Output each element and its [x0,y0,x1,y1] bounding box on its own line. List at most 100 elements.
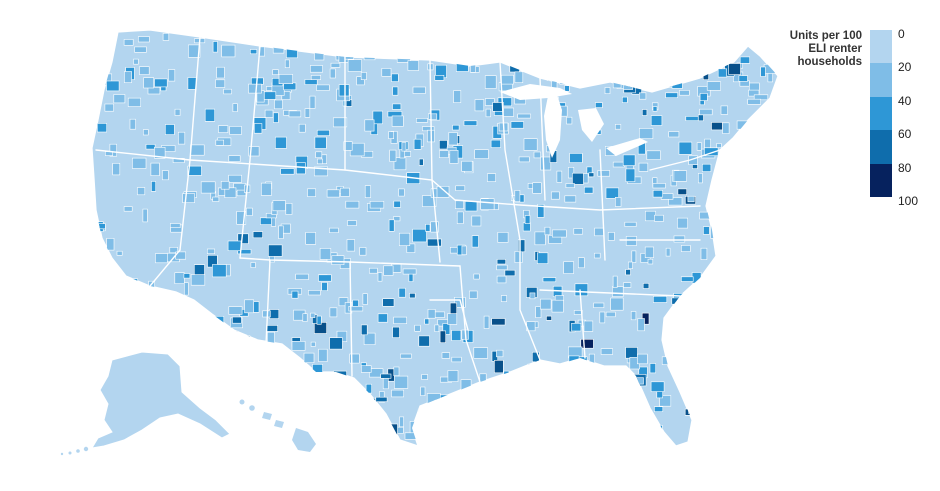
lake-superior [500,84,572,100]
county-patch [605,187,619,199]
county-patch [360,72,367,81]
county-patch [215,139,225,146]
county-patch [364,185,371,198]
county-patch [729,268,740,274]
county-patch [533,151,541,159]
legend-tick-label: 40 [898,93,912,108]
county-patch [369,201,385,209]
county-patch [129,118,136,130]
county-patch [366,418,379,431]
county-patch [715,376,730,388]
county-patch [461,245,467,255]
county-patch [679,90,690,96]
county-patch [99,324,113,338]
county-patch [612,161,625,168]
county-patch [319,248,332,260]
legend-swatch [870,130,892,164]
county-patch [196,385,209,394]
county-patch [382,298,395,307]
county-patch [250,262,256,268]
county-patch [708,272,721,281]
county-patch [229,437,243,446]
county-patch [546,381,559,387]
county-patch [660,193,674,200]
county-patch [676,61,691,73]
county-patch [695,293,704,305]
county-patch [187,77,197,90]
county-patch [568,355,580,366]
county-patch [637,318,645,332]
county-patch [569,153,583,163]
county-patch [323,377,330,386]
county-patch [454,296,466,308]
county-patch [544,226,551,236]
county-patch [573,228,583,235]
state-border [429,59,433,181]
county-patch [272,38,280,44]
county-patch [761,373,772,382]
county-patch [704,373,714,380]
county-patch [98,251,105,263]
county-patch [517,113,531,119]
county-patch [703,226,710,235]
county-patch [157,328,169,341]
county-patch [207,248,216,254]
county-patch [532,182,542,194]
county-patch [563,261,574,274]
county-patch [245,415,251,422]
county-patch [326,189,340,198]
county-patch [583,320,594,332]
county-patch [204,108,215,122]
county-patch [393,200,401,208]
county-patch [414,324,421,332]
county-patch [742,334,751,348]
county-patch [184,282,189,296]
legend-swatch [870,30,892,64]
county-patch [636,353,648,365]
county-patch [574,58,584,71]
county-patch [389,149,397,162]
county-patch [108,274,121,285]
county-patch [398,188,405,197]
county-patch [219,417,231,425]
county-patch [538,63,553,76]
county-patch [127,97,141,107]
county-patch [143,129,149,136]
county-patch [685,116,699,122]
county-patch [232,103,238,112]
county-patch [168,69,176,82]
county-patch [250,380,256,386]
county-patch [150,162,160,177]
county-patch [142,302,153,313]
county-patch [296,162,306,175]
county-patch [295,273,309,280]
county-patch [755,308,765,319]
county-patch [673,51,680,61]
county-patch [155,307,170,315]
county-patch [537,50,552,59]
county-patch [718,375,726,382]
county-patch [136,296,148,306]
county-patch [732,431,738,440]
county-patch [166,308,177,320]
county-patch [272,200,286,212]
county-patch [329,307,338,318]
county-patch [714,287,725,297]
county-patch [652,190,663,198]
county-patch [523,33,534,40]
county-patch [496,384,505,389]
county-patch [391,115,404,127]
county-patch [711,122,723,131]
county-patch [510,50,525,61]
county-patch [187,165,202,176]
county-patch [147,290,156,298]
state-border [649,149,721,171]
county-patch [490,139,501,148]
county-patch [393,216,401,222]
county-patch [680,245,691,252]
county-patch [412,228,427,243]
county-patch [499,404,506,411]
county-patch [400,353,412,359]
county-patch [340,187,350,197]
county-patch [523,138,538,151]
